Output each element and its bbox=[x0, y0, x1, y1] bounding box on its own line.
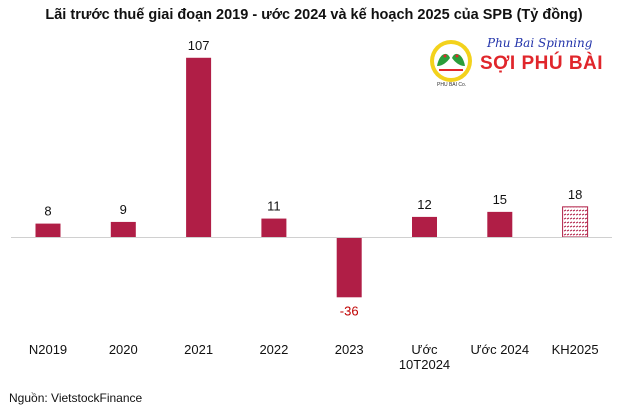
bar-6 bbox=[487, 211, 513, 237]
x-tick-label-0: N2019 bbox=[29, 342, 67, 357]
bar-2 bbox=[186, 57, 212, 238]
x-tick-label-3: 2022 bbox=[259, 342, 288, 357]
bar-7 bbox=[562, 206, 589, 238]
data-label-5: 12 bbox=[417, 197, 431, 212]
bar-0 bbox=[35, 223, 61, 237]
bar-4 bbox=[336, 237, 362, 298]
data-label-3: 11 bbox=[267, 199, 281, 214]
data-label-7: 18 bbox=[568, 187, 582, 202]
data-label-1: 9 bbox=[120, 202, 127, 217]
birds-emblem-icon bbox=[430, 40, 472, 82]
logo-tagline: Phu Bai Spinning bbox=[487, 36, 593, 50]
company-logo: Phu Bai Spinning SỢI PHÚ BÀI PHU BAI Co. bbox=[425, 36, 605, 92]
logo-name: SỢI PHÚ BÀI bbox=[480, 53, 604, 74]
bar-5 bbox=[412, 216, 437, 237]
data-label-2: 107 bbox=[188, 38, 210, 53]
x-tick-label-7: KH2025 bbox=[552, 342, 599, 357]
bar-1 bbox=[110, 221, 136, 237]
data-label-0: 8 bbox=[44, 204, 51, 219]
data-label-4: -36 bbox=[340, 303, 359, 318]
x-tick-label-6: Ước 2024 bbox=[470, 342, 529, 357]
x-tick-label-4: 2023 bbox=[335, 342, 364, 357]
x-tick-label-1: 2020 bbox=[109, 342, 138, 357]
x-tick-label-5: Ước 10T2024 bbox=[399, 342, 450, 372]
x-tick-label-2: 2021 bbox=[184, 342, 213, 357]
source-note: Nguồn: VietstockFinance bbox=[9, 391, 143, 405]
chart-title: Lãi trước thuế giai đoạn 2019 - ước 2024… bbox=[45, 7, 583, 23]
bar-3 bbox=[261, 218, 287, 237]
data-label-6: 15 bbox=[493, 192, 507, 207]
logo-subtext: PHU BAI Co. bbox=[437, 82, 467, 88]
